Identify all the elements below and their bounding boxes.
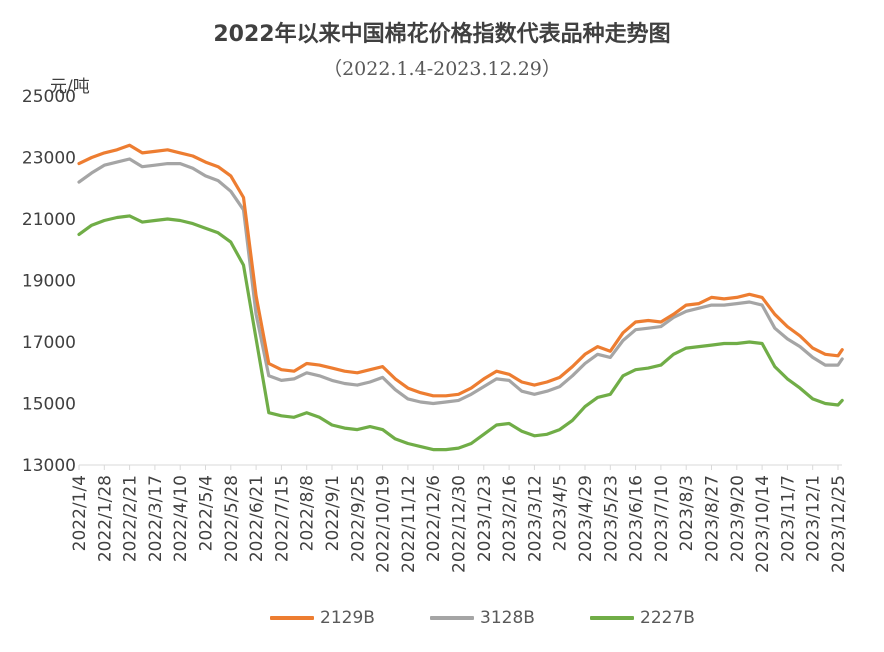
x-tick-label: 2023/4/5 [551,475,571,551]
y-tick-label: 17000 [22,333,76,353]
legend-item-3128B: 3128B [430,608,535,628]
x-tick-label: 2023/8/27 [703,475,723,562]
y-tick-label: 25000 [22,87,76,107]
x-tick-label: 2022/11/12 [399,475,419,573]
legend-swatch-2129B [270,616,314,620]
x-tick-label: 2023/12/25 [829,475,849,573]
legend-label-3128B: 3128B [480,608,535,628]
series-line-2129B [77,143,844,398]
x-tick-label: 2022/8/8 [298,475,318,551]
x-tick-label: 2022/12/6 [424,475,444,562]
x-tick-label: 2023/4/29 [576,475,596,562]
y-tick-label: 13000 [22,456,76,476]
legend-item-2227B: 2227B [590,608,695,628]
x-tick-label: 2023/12/1 [804,475,824,562]
x-tick-label: 2022/9/25 [348,475,368,562]
x-tick-label: 2022/12/30 [450,475,470,573]
x-tick-label: 2022/7/15 [272,475,292,562]
line-chart: 13000 15000 17000 19000 21000 23000 25000 2022/… [22,87,849,573]
legend-item-2129B: 2129B [270,608,375,628]
x-tick-label: 2023/5/23 [601,475,621,562]
legend-label-2129B: 2129B [320,608,375,628]
x-tick-label: 2023/3/12 [525,475,545,562]
x-tick-label: 2022/10/19 [374,475,394,573]
chart-title: 2022年以来中国棉花价格指数代表品种走势图 [213,22,671,47]
x-tick-label: 2022/5/4 [197,475,217,551]
x-tick-label: 2022/5/28 [222,475,242,562]
y-axis-unit-label: 元/吨 [50,77,90,97]
legend-swatch-2227B [590,616,634,620]
x-tick-label: 2022/4/10 [171,475,191,562]
y-tick-label: 19000 [22,272,76,292]
x-tick-label: 2022/9/1 [323,475,343,551]
x-tick-label: 2023/11/7 [778,475,798,562]
legend-label-2227B: 2227B [640,608,695,628]
x-tick-label: 2023/1/23 [475,475,495,562]
x-tick-label: 2023/2/16 [500,475,520,562]
series-line-2227B [77,214,844,452]
y-tick-label: 23000 [22,149,76,169]
x-tick-label: 2022/1/28 [95,475,115,562]
y-tick-label: 15000 [22,395,76,415]
x-tick-label: 2023/7/10 [652,475,672,562]
x-tick-label: 2023/10/14 [753,475,773,573]
x-tick-label: 2023/8/3 [677,475,697,551]
x-tick-label: 2023/9/20 [728,475,748,562]
x-tick-label: 2022/6/21 [247,475,267,562]
x-tick-label: 2022/3/17 [146,475,166,562]
x-tick-label: 2022/1/4 [70,475,90,551]
legend-swatch-3128B [430,616,474,620]
series-line-3128B [77,157,844,406]
chart-subtitle: （2022.1.4-2023.12.29） [323,58,561,80]
x-tick-label: 2023/6/16 [627,475,647,562]
legend: 2129B 3128B 2227B [0,608,884,632]
x-tick-label: 2022/2/21 [121,475,141,562]
y-tick-label: 21000 [22,210,76,230]
